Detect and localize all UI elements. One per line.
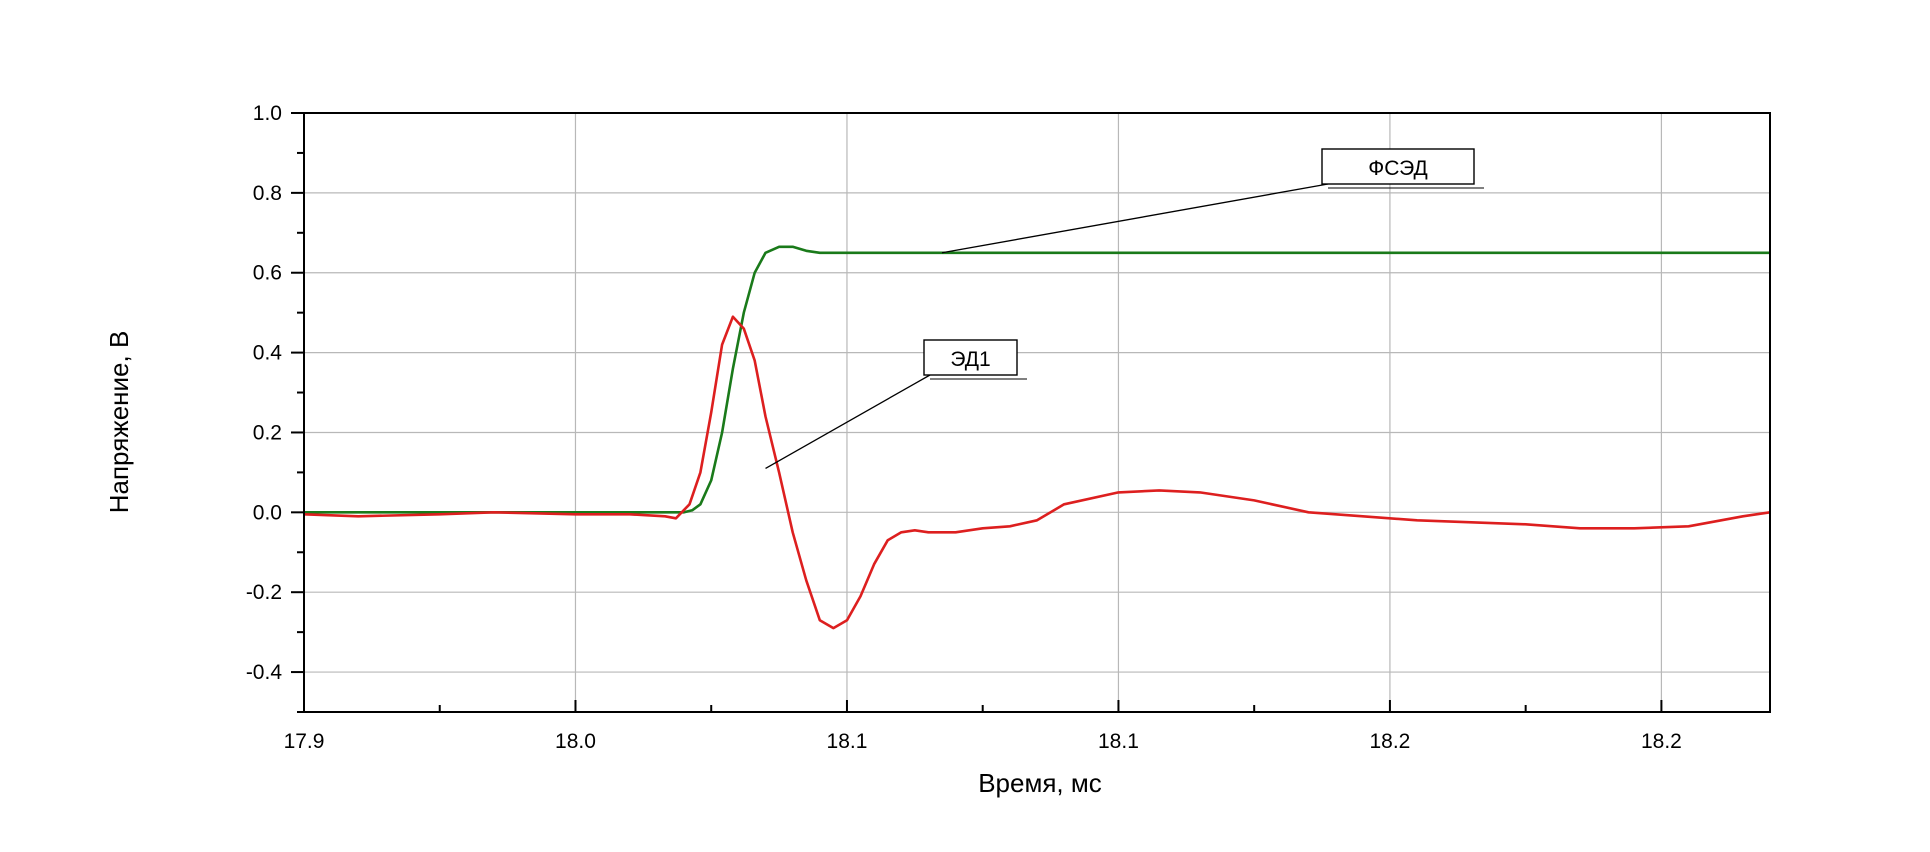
- x-tick-label: 18.2: [1369, 730, 1410, 753]
- y-tick-label: 0.0: [253, 501, 282, 524]
- callout-box: [1321, 148, 1475, 185]
- plot-border: [303, 112, 1771, 713]
- x-tick-label: 18.1: [827, 730, 868, 753]
- plot-frame: [303, 112, 1771, 713]
- callout-label: ФСЭД: [1368, 157, 1428, 180]
- callout-leader-line: [765, 374, 931, 469]
- x-tick-label: 18.2: [1641, 730, 1682, 753]
- y-tick-label: 0.8: [253, 182, 282, 205]
- annotation-layer: ФСЭД ЭД1: [765, 148, 1484, 469]
- series-line-ФСЭД: [304, 245, 1770, 514]
- tick-layer: 17.9 18.0 18.1 18.1 18.2 18.2 1.0 0.8 0.6 0.4 0.2 0…: [246, 102, 1682, 753]
- x-tick-label: 18.0: [555, 730, 596, 753]
- y-tick-label: 0.4: [253, 342, 283, 365]
- series-line-ЭД1: [303, 315, 1771, 630]
- y-tick-label: -0.4: [246, 661, 283, 684]
- x-axis-title: Время, мс: [978, 768, 1102, 798]
- callout-leader-line: [941, 183, 1329, 254]
- y-tick-label: 1.0: [253, 102, 282, 125]
- y-tick-label: -0.2: [246, 581, 282, 604]
- series-layer: [303, 245, 1771, 630]
- callout-label: ЭД1: [950, 348, 990, 371]
- y-axis-title: Напряжение, В: [104, 331, 134, 514]
- y-tick-label: 0.2: [253, 421, 282, 444]
- x-tick-label: 17.9: [284, 730, 325, 753]
- callout-box: [923, 339, 1018, 376]
- x-tick-label: 18.1: [1098, 730, 1139, 753]
- y-tick-label: 0.6: [253, 262, 282, 285]
